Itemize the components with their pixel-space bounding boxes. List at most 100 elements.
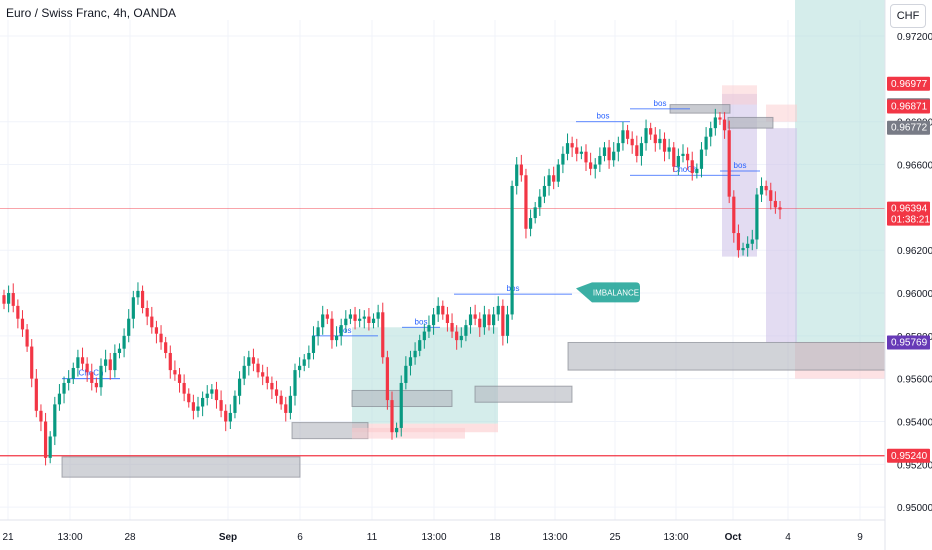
x-tick-label: 13:00 [542,532,567,543]
candle-body [519,164,523,176]
candle-body [358,318,362,321]
chart-grid [0,20,885,520]
long-position-zone [352,327,498,424]
candle-body [293,370,297,396]
y-tick-label: 0.96600 [897,161,932,172]
y-tick-label: 0.95200 [897,460,932,471]
candle-body [90,372,94,383]
currency-button[interactable]: CHF [890,4,926,28]
candle-body [279,395,283,405]
x-tick-label: 13:00 [663,532,688,543]
candle-body [62,382,66,394]
candle-body [635,145,639,156]
candle-body [718,117,722,120]
candle-body [242,365,246,379]
candle-body [256,363,260,373]
candle-body [565,143,570,154]
price-label-bg [887,99,930,114]
candle-body [746,243,750,249]
imbalance-callout[interactable]: IMBALANCE [576,282,640,303]
candle-body [173,370,177,375]
candle-body [575,147,579,154]
price-label-bg [887,335,930,350]
candle-body [25,329,29,347]
candle-body [695,168,699,174]
candle-body [140,290,145,309]
candle-body [427,325,431,332]
candle-body [99,365,103,388]
candle-body [311,335,316,353]
y-tick-label: 0.95400 [897,417,932,428]
price-label: 0.96772 [891,123,928,134]
candle-body [482,314,486,328]
callout-label: IMBALANCE [593,288,639,297]
candle-body [316,327,320,336]
candle-body [219,400,223,411]
candle-body [598,155,602,165]
demand-zone [474,385,573,403]
x-tick-label: 4 [785,532,791,543]
candle-body [196,406,200,411]
candle-body [704,136,708,150]
candle-body [228,412,232,422]
candle-body [773,200,777,208]
horizontal-lines[interactable] [0,208,885,457]
x-tick-label: 25 [609,532,621,543]
candle-body [67,378,71,383]
candle-body [399,382,403,428]
candle-body [741,248,745,251]
candle-body [371,318,376,323]
candle-body [727,130,731,197]
candle-body [2,295,6,304]
candle-body [187,393,191,403]
y-tick-label: 0.96000 [897,289,932,300]
candle-body [547,175,551,186]
candle-body [11,293,15,306]
candle-body [505,314,510,336]
price-axis[interactable]: 0.972000.968000.966000.962000.960000.958… [884,0,932,550]
candle-body [653,134,657,144]
candle-body [732,196,736,234]
candle-body [528,218,533,229]
candle-body [150,316,154,328]
candle-body [769,190,773,201]
candle-body [662,138,667,152]
demand-zone-main [567,341,889,371]
candle-body [85,363,89,373]
candle-body [699,149,704,169]
structure-label: bos [654,99,667,108]
structure-label: bos [734,161,747,170]
candle-body [237,378,242,396]
time-axis[interactable]: 21 13:00 28 Sep 6 11 13:00 18 13:00 25 13:00 Oct 4 9 [0,519,885,543]
candle-body [515,164,519,186]
x-tick-label: 11 [367,532,378,543]
candle-body [201,397,205,407]
candle-body [7,293,11,304]
candle-body [395,427,399,433]
y-tick-label: 0.96200 [897,246,932,257]
candle-body [348,314,353,319]
candle-body [690,160,694,174]
candle-body [478,318,482,328]
candle-body [104,359,108,366]
candle-body [385,357,389,401]
y-tick-label: 0.95000 [897,503,932,514]
price-label: 0.96871 [891,102,928,113]
candle-body [542,185,547,197]
candle-body [205,393,209,398]
candle-body [307,352,311,360]
candle-body [30,346,34,379]
candle-body [353,314,357,321]
candle-body [584,151,588,163]
candle-body [579,151,583,154]
red-zone [352,427,465,439]
countdown-label: 01:38:21 [891,215,930,226]
purple-zone [766,128,797,343]
candle-body [621,130,625,144]
candle-body [117,348,122,353]
candle-body [182,382,186,394]
candle-body [556,164,560,182]
demand-zone [61,456,301,478]
candle-body [288,395,292,413]
